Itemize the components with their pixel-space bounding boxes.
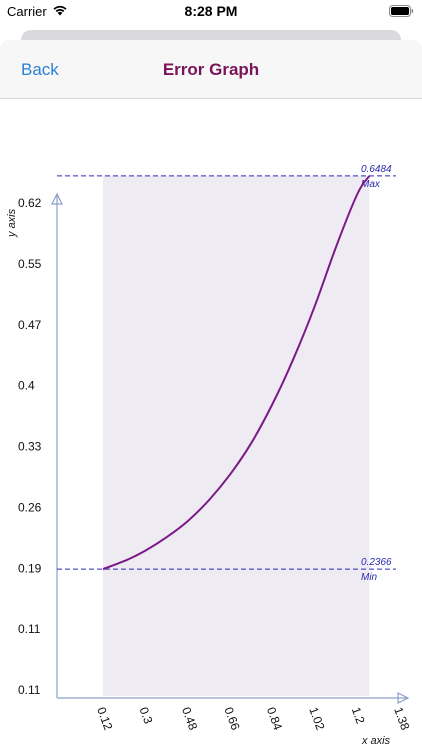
x-tick-label: 1.2 — [349, 705, 368, 726]
y-tick-label: 0.33 — [18, 440, 42, 454]
wifi-icon — [53, 5, 67, 16]
y-tick-label: 0.26 — [18, 500, 42, 514]
status-bar: Carrier 8:28 PM — [0, 0, 422, 24]
reference-value-min: 0.2366 — [361, 557, 392, 568]
x-tick-label: 0.12 — [94, 705, 115, 732]
reference-tag-min: Min — [361, 572, 378, 583]
y-tick-label: 0.11 — [18, 622, 41, 636]
area-fill — [103, 175, 370, 696]
y-tick-labels: 0.62 0.55 0.47 0.4 0.33 0.26 0.19 0.11 0.11 — [18, 196, 42, 697]
x-axis-title: x axis — [361, 735, 391, 747]
x-tick-label: 0.84 — [264, 705, 285, 732]
y-tick-label: 0.19 — [18, 561, 42, 575]
page-title: Error Graph — [162, 60, 260, 79]
y-axis-arrow-icon — [51, 192, 63, 205]
y-tick-label: 0.11 — [18, 683, 41, 697]
x-tick-label: 1.02 — [306, 705, 327, 732]
carrier-label: Carrier — [7, 4, 47, 19]
navigation-bar: Back Error Graph — [0, 40, 422, 99]
x-axis-arrow-icon — [397, 692, 410, 704]
error-curve — [102, 175, 371, 571]
x-tick-labels: 0.12 0.3 0.48 0.66 0.84 1.02 1.2 1.38 — [94, 705, 412, 732]
x-tick-label: 1.38 — [391, 705, 412, 732]
reference-value-max: 0.6484 — [361, 164, 392, 175]
status-time: 8:28 PM — [184, 3, 238, 19]
x-tick-label: 0.48 — [179, 705, 200, 732]
y-tick-label: 0.47 — [18, 318, 42, 332]
x-tick-label: 0.3 — [137, 705, 156, 726]
reference-lines: 0.6484 Max 0.2366 Min — [57, 164, 396, 583]
y-tick-label: 0.62 — [18, 196, 42, 210]
reference-tag-max: Max — [361, 179, 381, 190]
x-tick-label: 0.66 — [221, 705, 242, 732]
y-axis-title: y axis — [6, 208, 18, 238]
battery-icon — [389, 5, 414, 17]
back-button[interactable]: Back — [21, 60, 59, 79]
y-tick-label: 0.4 — [18, 379, 35, 393]
y-tick-label: 0.55 — [18, 257, 42, 271]
